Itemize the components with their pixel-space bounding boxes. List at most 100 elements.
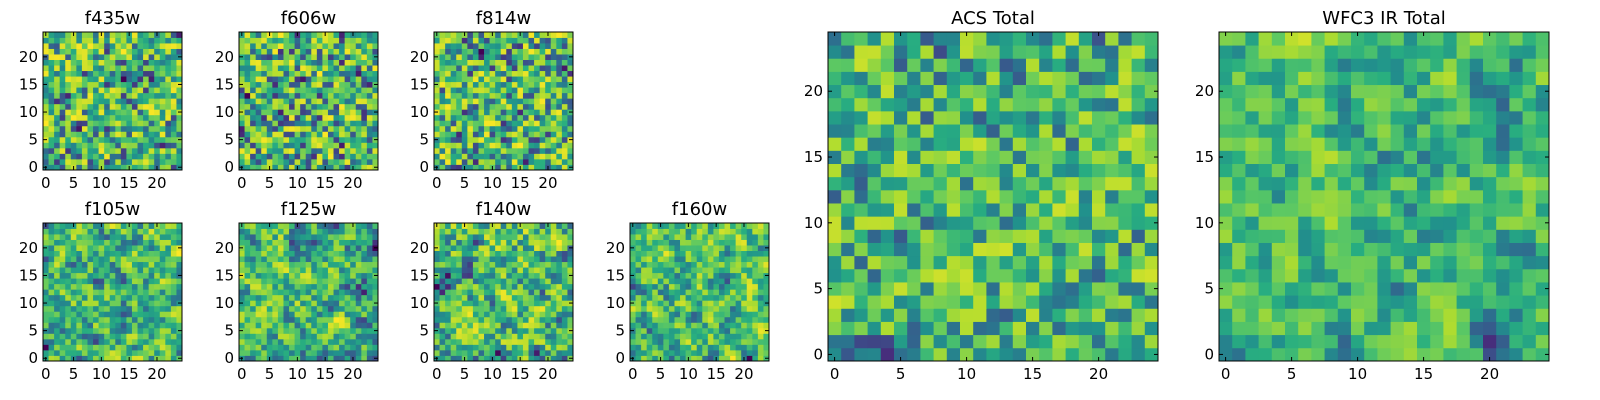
heatmap-cell [327,316,334,323]
heatmap-cell [115,261,122,268]
heatmap-cell [255,256,262,263]
heatmap-cell [517,294,524,301]
heatmap-cell [266,349,273,356]
heatmap-cell [355,136,362,143]
heatmap-cell [93,98,99,105]
heatmap-cell [59,114,66,121]
heatmap-cell [489,114,496,121]
heatmap-cell [567,59,574,66]
heatmap-cell [522,283,529,290]
heatmap-cell [137,294,144,301]
heatmap-cell [143,250,150,257]
heatmap-cell [646,250,653,257]
heatmap-cell [250,103,257,110]
heatmap-cell [350,256,357,263]
heatmap-cell [120,125,127,132]
heatmap-cell [283,147,290,154]
heatmap-cell [54,32,61,38]
heatmap-cell [484,103,490,110]
heatmap-cell [567,316,574,323]
heatmap-cell [467,234,474,240]
heatmap-cell [550,283,557,290]
heatmap-cell [272,316,279,323]
heatmap-cell [366,76,373,83]
heatmap-cell [87,283,94,290]
heatmap-cell [126,267,133,274]
heatmap-cell [680,300,686,307]
heatmap-cell [294,136,301,143]
heatmap-cell [763,311,770,318]
heatmap-cell [176,92,183,99]
heatmap-cell [54,125,61,132]
heatmap-cell [93,54,99,60]
heatmap-cell [93,81,99,88]
heatmap-cell [528,131,535,138]
heatmap-cell [735,322,742,329]
heatmap-cell [250,327,257,334]
heatmap-cell [472,289,479,296]
heatmap-cell [1118,308,1132,322]
heatmap-cell [567,338,574,345]
heatmap-cell [663,294,670,301]
heatmap-cell [561,278,568,285]
heatmap-cell [159,76,166,83]
heatmap-cell [372,311,379,318]
heatmap-cell [170,305,177,312]
heatmap-cell [1026,347,1040,362]
heatmap-cell [272,327,279,334]
heatmap-cell [1118,334,1132,349]
heatmap-cell [534,305,541,312]
heatmap-cell [641,311,648,318]
heatmap-cell [528,54,535,60]
heatmap-cell [300,158,307,165]
heatmap-cell [635,234,642,240]
heatmap-cell [272,76,279,83]
heatmap-cell [120,289,127,296]
heatmap-cell [506,261,513,268]
heatmap-cell [641,256,648,263]
heatmap-cell [630,322,636,329]
heatmap-cell [691,311,698,318]
heatmap-cell [70,261,77,268]
x-tick-label: 15 [707,365,726,383]
heatmap-cell [165,59,172,66]
heatmap-cell [556,87,563,94]
heatmap-cell [339,267,346,274]
heatmap-cell [1131,229,1146,243]
heatmap-cell [300,153,307,160]
heatmap-cell [344,289,351,296]
heatmap-cell [478,98,485,105]
heatmap-cell [65,267,72,274]
heatmap-cell [366,245,373,251]
heatmap-cell [434,289,440,296]
heatmap-cell [528,98,535,105]
heatmap-cell [87,316,94,323]
heatmap-cell [539,338,546,345]
heatmap-cell [439,92,446,99]
heatmap-cell [131,311,138,318]
heatmap-cell [450,48,457,55]
heatmap-cell [735,355,742,362]
heatmap-cell [539,76,546,83]
heatmap-cell [148,103,155,110]
heatmap-cell [1118,242,1132,257]
heatmap-cell [250,289,257,296]
heatmap-cell [567,322,574,329]
heatmap-cell [76,125,83,132]
heatmap-cell [556,142,563,149]
heatmap-cell [668,355,675,362]
heatmap-cell [680,289,686,296]
heatmap-cell [109,283,116,290]
heatmap-cell [104,32,111,38]
heatmap-cell [115,333,122,340]
heatmap-cell [556,283,563,290]
heatmap-cell [109,223,116,229]
heatmap-cell [165,164,172,171]
heatmap-cell [735,278,742,285]
heatmap-cell [522,300,529,307]
heatmap-cell [344,228,351,235]
heatmap-cell [255,228,262,235]
heatmap-cell [973,242,987,257]
heatmap-cell [489,261,496,268]
heatmap-cell [478,87,485,94]
